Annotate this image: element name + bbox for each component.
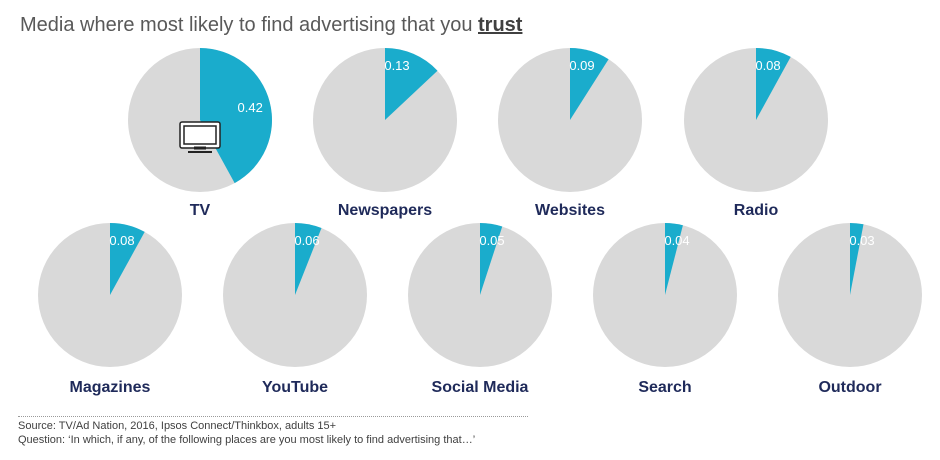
- pie-value-outdoor: 0.03: [849, 233, 874, 248]
- pie-label-radio: Radio: [734, 202, 779, 219]
- footnote-divider: [18, 416, 528, 417]
- pie-slice-radio: [756, 48, 791, 120]
- pie-radio: 0.08 Radio: [684, 48, 828, 219]
- pie-search: 0.04 Search: [593, 223, 737, 396]
- pie-slice-newspapers: [385, 47, 438, 120]
- pie-label-search: Search: [638, 379, 691, 396]
- pie-value-websites: 0.09: [569, 58, 594, 73]
- tv-icon: [179, 121, 221, 153]
- chart-title-emphasis: trust: [478, 14, 523, 36]
- chart-title-text: Media where most likely to find advertis…: [20, 14, 478, 36]
- pie-magazines: 0.08 Magazines: [38, 223, 182, 396]
- pie-label-tv: TV: [190, 202, 211, 219]
- pie-value-radio: 0.08: [755, 58, 780, 73]
- pie-label-outdoor: Outdoor: [818, 379, 881, 396]
- chart-title: Media where most likely to find advertis…: [20, 14, 522, 37]
- pie-label-websites: Websites: [535, 202, 605, 219]
- pie-value-magazines: 0.08: [109, 233, 134, 248]
- pie-slice-websites: [570, 48, 609, 120]
- pie-value-search: 0.04: [664, 233, 689, 248]
- pie-value-social-media: 0.05: [479, 233, 504, 248]
- pie-slice-tv: [200, 48, 272, 184]
- pie-websites: 0.09 Websites: [498, 48, 642, 219]
- pie-slice-search: [665, 223, 683, 295]
- pie-newspapers: 0.13 Newspapers: [313, 47, 457, 219]
- pie-tv: 0.42 TV: [128, 48, 272, 219]
- pie-youtube: 0.06 YouTube: [223, 223, 367, 396]
- pie-label-magazines: Magazines: [70, 379, 151, 396]
- pie-value-newspapers: 0.13: [384, 58, 409, 73]
- pie-chart-grid: 0.42 TV 0.13 Newspapers 0.09 Websites 0.08 Radi…: [38, 47, 922, 396]
- pie-value-tv: 0.42: [238, 100, 263, 115]
- pie-label-social-media: Social Media: [432, 379, 529, 396]
- pie-label-newspapers: Newspapers: [338, 202, 432, 219]
- pie-social-media: 0.05 Social Media: [408, 223, 552, 396]
- pie-slice-youtube: [295, 223, 322, 295]
- pie-label-youtube: YouTube: [262, 379, 328, 396]
- pie-slice-social-media: [480, 223, 503, 295]
- pie-slice-magazines: [110, 223, 145, 295]
- pie-value-youtube: 0.06: [294, 233, 319, 248]
- pie-slice-outdoor: [850, 223, 864, 295]
- question-note: Question: ‘In which, if any, of the foll…: [18, 434, 476, 446]
- source-note: Source: TV/Ad Nation, 2016, Ipsos Connec…: [18, 420, 337, 432]
- pie-outdoor: 0.03 Outdoor: [778, 223, 922, 396]
